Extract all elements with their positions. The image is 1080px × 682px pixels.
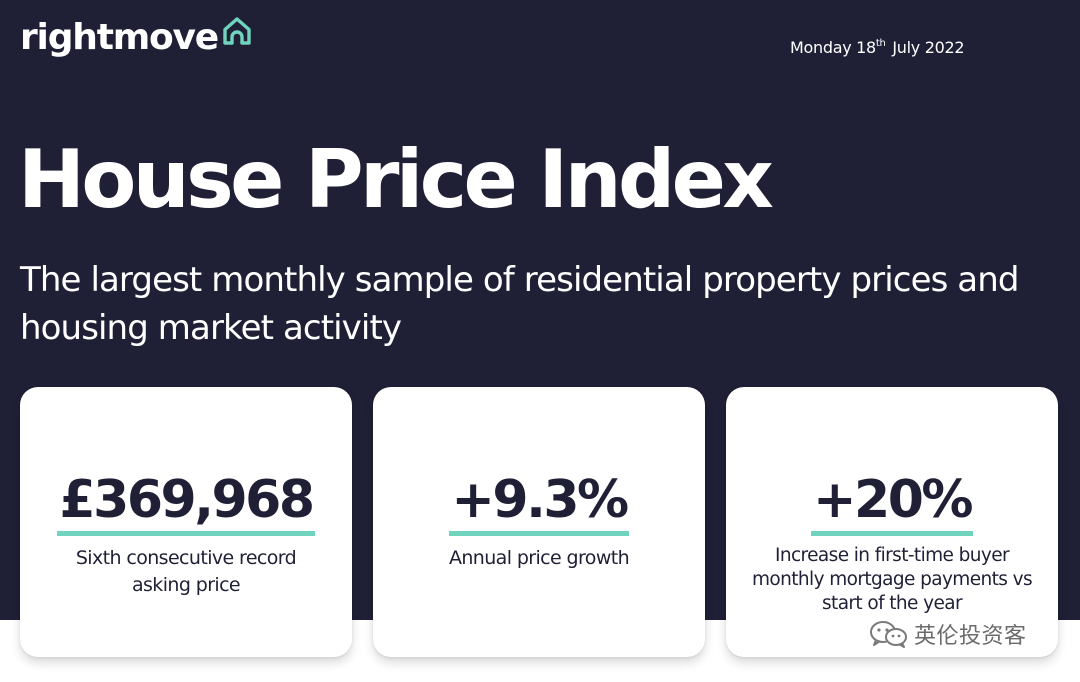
stat-card-mortgage-payments: +20% Increase in first-time buyer monthl… [726,387,1058,657]
stat-description: Increase in first-time buyer monthly mor… [751,545,1033,614]
logo-wordmark: rightmove [20,17,219,58]
wechat-watermark: 英伦投资客 [868,618,1027,650]
date-day: Monday 18 [790,38,876,57]
stat-card-annual-growth: +9.3% Annual price growth [373,387,705,657]
watermark-text: 英伦投资客 [914,624,1027,649]
wechat-icon [870,621,907,648]
date-suffix: th [875,38,886,49]
rightmove-logo[interactable]: rightmove [20,14,254,62]
stat-description: Annual price growth [448,547,630,569]
stat-value: +9.3% [449,469,629,536]
stat-value: +20% [810,469,974,536]
house-icon [223,17,251,45]
stat-description: Sixth consecutive record asking price [75,547,297,596]
page-title: House Price Index [18,133,774,226]
date-month-year: July 2022 [892,38,965,57]
page-subtitle: The largest monthly sample of residentia… [20,260,1019,348]
stat-card-asking-price: £369,968 Sixth consecutive record asking… [20,387,352,657]
stat-value: £369,968 [57,469,315,536]
report-date: Monday 18th July 2022 [790,38,965,57]
